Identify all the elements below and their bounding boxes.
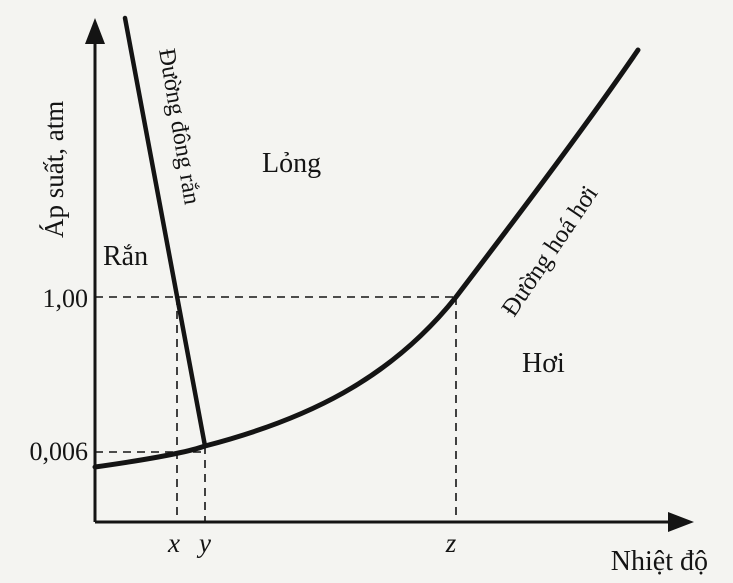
vaporization-curve-label: Đường hoá hơi [497, 181, 604, 321]
x-tick-label-z: z [445, 528, 457, 558]
x-axis-arrow [668, 512, 694, 532]
melting-curve [122, 15, 208, 449]
region-label-liquid: Lỏng [262, 148, 321, 179]
vaporization-curve [92, 47, 641, 470]
y-axis-label: Áp suất, atm [39, 101, 69, 238]
y-tick-label-2: 0,006 [30, 437, 89, 466]
x-axis-label: Nhiệt độ [611, 546, 708, 577]
y-axis-arrow [85, 18, 105, 44]
x-tick-label-x: x [167, 528, 180, 558]
y-tick-label-1: 1,00 [43, 284, 89, 313]
region-label-solid: Rắn [103, 241, 148, 272]
melting-curve-label: Đường đông rắn [153, 47, 205, 207]
x-tick-label-y: y [196, 528, 211, 558]
region-label-gas: Hơi [522, 348, 565, 379]
